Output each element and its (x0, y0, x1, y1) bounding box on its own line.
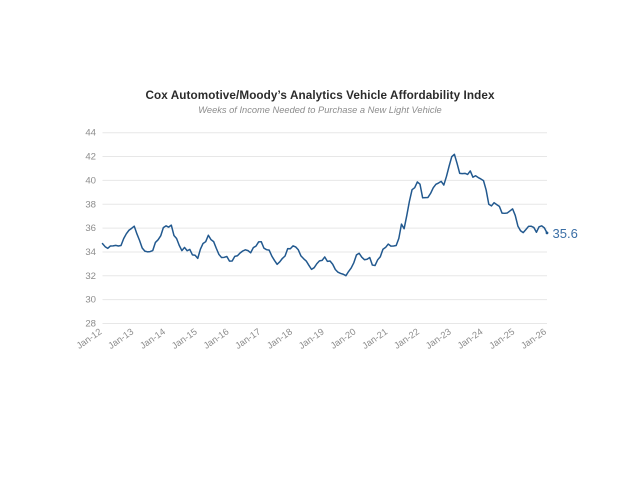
svg-text:Jan-14: Jan-14 (138, 326, 167, 351)
svg-text:Jan-23: Jan-23 (424, 326, 453, 351)
svg-text:36: 36 (85, 223, 96, 234)
svg-text:38: 38 (85, 199, 96, 210)
svg-text:Jan-15: Jan-15 (170, 326, 199, 351)
svg-text:Jan-13: Jan-13 (106, 326, 135, 351)
svg-text:Jan-26: Jan-26 (519, 326, 548, 351)
svg-text:35.6: 35.6 (553, 226, 578, 241)
svg-text:Jan-24: Jan-24 (456, 326, 485, 351)
svg-text:Jan-21: Jan-21 (360, 326, 389, 351)
svg-text:40: 40 (85, 175, 96, 186)
svg-text:Jan-16: Jan-16 (202, 326, 231, 351)
svg-text:34: 34 (85, 247, 96, 258)
svg-text:Jan-17: Jan-17 (233, 326, 262, 351)
svg-text:Jan-25: Jan-25 (487, 326, 516, 351)
svg-text:30: 30 (85, 295, 96, 306)
svg-text:Jan-20: Jan-20 (329, 326, 358, 351)
svg-text:Jan-18: Jan-18 (265, 326, 294, 351)
svg-text:Jan-19: Jan-19 (297, 326, 326, 351)
svg-text:32: 32 (85, 271, 96, 282)
svg-text:Jan-22: Jan-22 (392, 326, 421, 351)
svg-text:Jan-12: Jan-12 (75, 326, 104, 351)
svg-text:44: 44 (85, 128, 96, 139)
svg-text:42: 42 (85, 152, 96, 163)
